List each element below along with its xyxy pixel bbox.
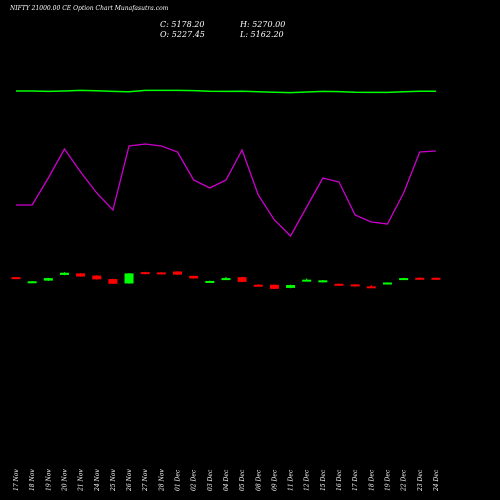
x-tick-label: 18 Nov [29,469,36,491]
close-value: C: 5178.20 [160,20,205,29]
candle-body [334,283,344,286]
x-tick-label: 26 Nov [126,469,133,492]
high-value: H: 5270.00 [240,20,286,29]
candle-body [92,275,102,280]
x-tick-label: 17 Nov [13,469,20,491]
candle-body [156,272,166,275]
candles-group [11,271,441,290]
x-axis-labels: 17 Nov 18 Nov 19 Nov 20 Nov 21 Nov 24 Nov 25 N… [13,469,440,492]
x-tick-label: 25 Nov [110,469,117,492]
x-tick-label: 27 Nov [142,469,149,492]
candle-body [11,277,21,280]
x-tick-label: 03 Dec [207,469,214,491]
candle-body [59,272,69,275]
x-tick-label: 09 Dec [271,469,278,491]
candle-body [431,277,441,280]
candle-body [27,281,37,284]
candle-body [286,285,296,288]
open-value: O: 5227.45 [160,30,205,39]
candle-body [382,282,392,285]
candle-body [318,280,328,283]
candle-body [43,278,53,281]
candle-body [302,279,312,282]
x-tick-label: 23 Dec [417,469,424,492]
moving-average-line [16,89,436,94]
x-tick-label: 15 Dec [320,469,327,491]
candle-body [366,286,376,289]
candle-body [189,275,199,279]
x-tick-label: 11 Dec [288,469,295,491]
candle-body [253,284,263,287]
x-tick-label: 17 Dec [352,469,359,491]
candle-body [173,271,182,275]
chart-title: NIFTY 21000.00 CE Option Chart Munafasut… [10,5,169,12]
x-tick-label: 24 Nov [94,469,101,492]
x-tick-label: 24 Dec [433,469,440,492]
x-tick-label: 05 Dec [239,469,246,491]
x-tick-label: 20 Nov [61,469,68,492]
x-tick-label: 08 Dec [255,469,262,491]
oscillator-line [16,143,436,238]
candle-body [399,278,409,281]
candle-body [269,284,279,289]
x-tick-label: 21 Nov [78,469,85,492]
x-tick-label: 04 Dec [223,469,230,491]
x-tick-label: 19 Nov [45,469,52,491]
x-tick-label: 18 Dec [368,469,375,491]
x-tick-label: 16 Dec [336,469,343,491]
candle-body [350,284,360,287]
candle-body [108,279,118,284]
candle-body [140,272,150,275]
x-tick-label: 19 Dec [384,469,391,491]
low-value: L: 5162.20 [240,30,284,39]
candle-body [76,273,86,277]
candle-body [415,277,425,280]
x-tick-label: 28 Nov [158,469,165,492]
candle-body [221,278,231,281]
x-tick-label: 01 Dec [175,469,182,491]
candle-body [124,273,134,284]
x-tick-label: 02 Dec [191,469,198,491]
candle-body [205,280,215,283]
candle-body [237,277,247,282]
x-tick-label: 12 Dec [304,469,311,491]
x-tick-label: 22 Dec [401,469,408,492]
